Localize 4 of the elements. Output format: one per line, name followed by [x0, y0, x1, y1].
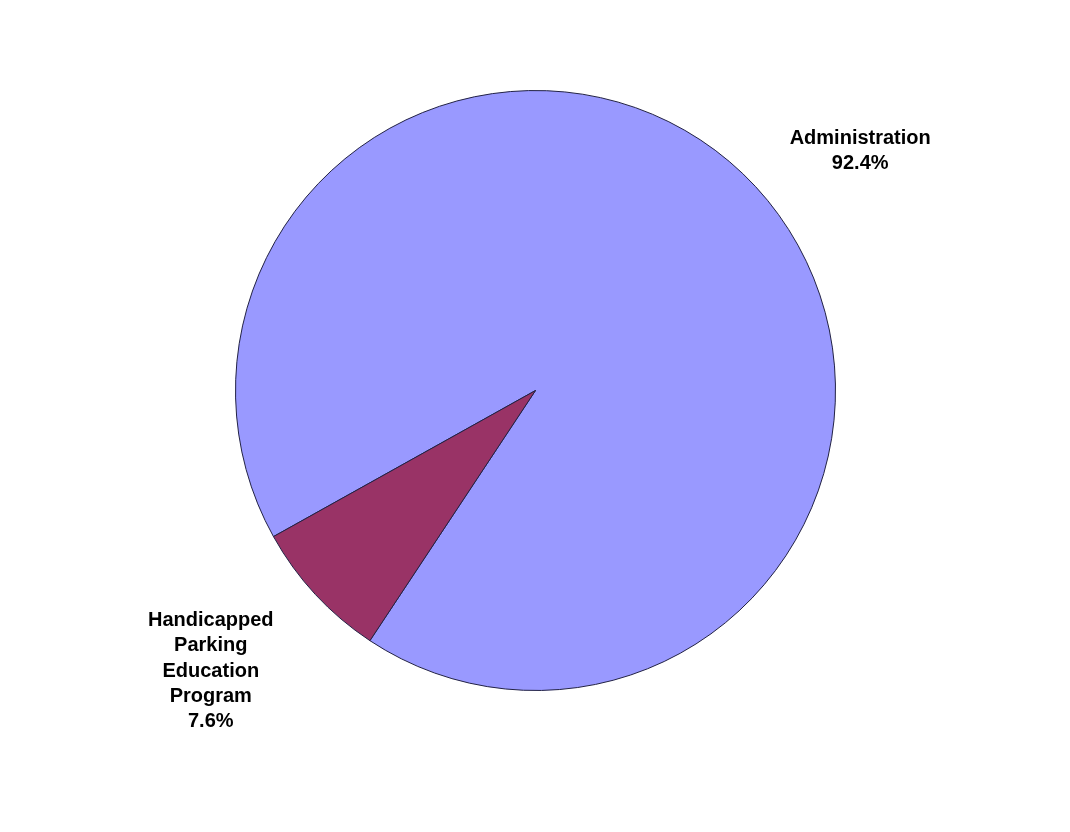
- data-label: 7.6%: [187, 709, 234, 732]
- data-label: 92.4%: [831, 151, 889, 173]
- slice-label: Handicapped Parking Education Program: [147, 608, 274, 706]
- slice-label: Administration: [789, 125, 931, 148]
